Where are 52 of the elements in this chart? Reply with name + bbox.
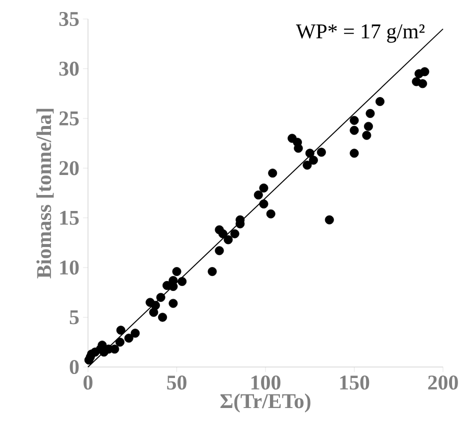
- point: [208, 267, 217, 276]
- y-tick-label: 15: [60, 210, 79, 225]
- point: [268, 168, 278, 178]
- point: [294, 144, 303, 153]
- point: [259, 184, 268, 193]
- y-tick-label: 5: [70, 310, 79, 324]
- point: [420, 67, 430, 76]
- point: [350, 126, 359, 135]
- point: [308, 156, 318, 165]
- y-tick-label: 20: [59, 161, 79, 176]
- point: [218, 229, 228, 238]
- y-tick-label: 35: [59, 12, 79, 26]
- point: [168, 298, 178, 308]
- point: [116, 326, 126, 335]
- point: [266, 209, 276, 218]
- point: [316, 148, 326, 157]
- y-tick-label: 0: [70, 360, 79, 374]
- point: [149, 308, 158, 317]
- annotation: WP* = 17 g/m²: [296, 24, 425, 43]
- x-tick-label: 50: [167, 376, 186, 390]
- point: [350, 116, 359, 125]
- point: [178, 276, 187, 286]
- point: [150, 300, 160, 310]
- y-axis-title: Biomass [tonne/ha]: [36, 108, 54, 278]
- point: [302, 160, 312, 170]
- point: [230, 229, 240, 238]
- point: [324, 215, 334, 224]
- point: [130, 328, 140, 338]
- y-tick-label: 25: [59, 111, 79, 126]
- x-axis-title: Σ(Tr/ETo): [220, 393, 310, 412]
- point: [124, 334, 134, 343]
- point: [214, 246, 224, 256]
- point: [172, 267, 182, 276]
- x-tick-label: 0: [84, 376, 92, 390]
- point: [224, 235, 233, 244]
- x-tick-label: 100: [251, 376, 280, 390]
- point: [362, 130, 372, 140]
- point: [158, 312, 168, 322]
- point: [366, 108, 375, 118]
- point: [115, 338, 124, 347]
- point: [259, 199, 268, 208]
- x-tick-label: 200: [428, 376, 458, 390]
- point: [305, 148, 314, 158]
- y-tick-label: 30: [59, 62, 79, 76]
- x-tick-label: 150: [340, 376, 370, 390]
- point: [156, 292, 166, 302]
- point: [254, 190, 263, 200]
- y-tick-label: 10: [60, 260, 79, 275]
- point: [375, 97, 384, 106]
- point: [350, 148, 359, 158]
- point: [364, 122, 373, 131]
- point: [418, 79, 428, 88]
